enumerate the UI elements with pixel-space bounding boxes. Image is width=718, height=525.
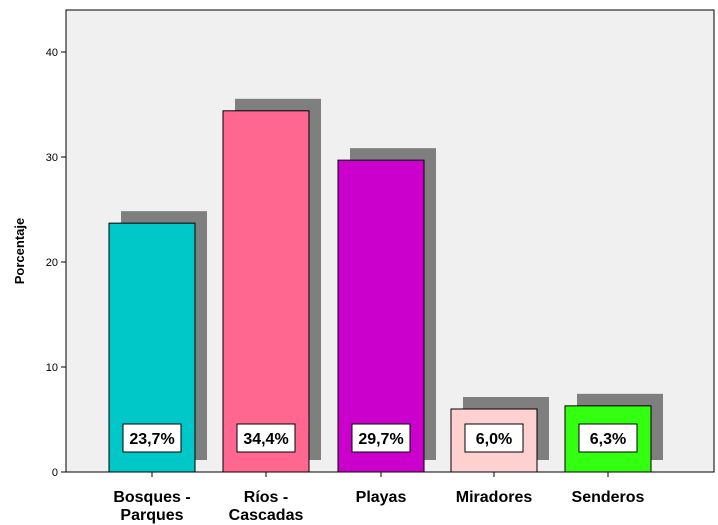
data-label-box — [236, 423, 296, 453]
bars — [108, 110, 652, 473]
data-label-box — [351, 423, 411, 453]
bar — [337, 159, 425, 473]
y-tick-label: 30 — [46, 152, 58, 164]
bar — [222, 110, 310, 473]
y-tick-label: 20 — [46, 257, 58, 269]
axes: 0 10 20 30 40 — [46, 47, 609, 479]
category-label: Senderos — [572, 489, 645, 506]
y-tick-label: 10 — [46, 362, 58, 374]
category-label: Playas — [356, 489, 407, 506]
data-label: 34,4% — [243, 431, 288, 448]
data-label: 29,7% — [358, 431, 403, 448]
y-tick-label: 40 — [46, 47, 58, 59]
category-label: Cascadas — [229, 507, 304, 524]
data-labels: 23,7% 34,4% 29,7% 6,0% 6,3% — [122, 423, 638, 453]
data-label: 23,7% — [129, 431, 174, 448]
category-label: Ríos - — [244, 489, 288, 506]
y-tick-label: 0 — [52, 467, 58, 479]
category-label: Miradores — [456, 489, 533, 506]
category-label: Bosques - — [113, 489, 190, 506]
category-label: Parques — [120, 507, 183, 524]
category-labels: Bosques -Parques Ríos -Cascadas Playas Mira… — [113, 489, 644, 524]
data-label: 6,0% — [476, 431, 512, 448]
y-axis-label: Porcentaje — [12, 218, 27, 284]
data-label-box — [122, 423, 182, 453]
data-label-box — [578, 423, 638, 453]
data-label-box — [464, 423, 524, 453]
data-label: 6,3% — [590, 431, 626, 448]
